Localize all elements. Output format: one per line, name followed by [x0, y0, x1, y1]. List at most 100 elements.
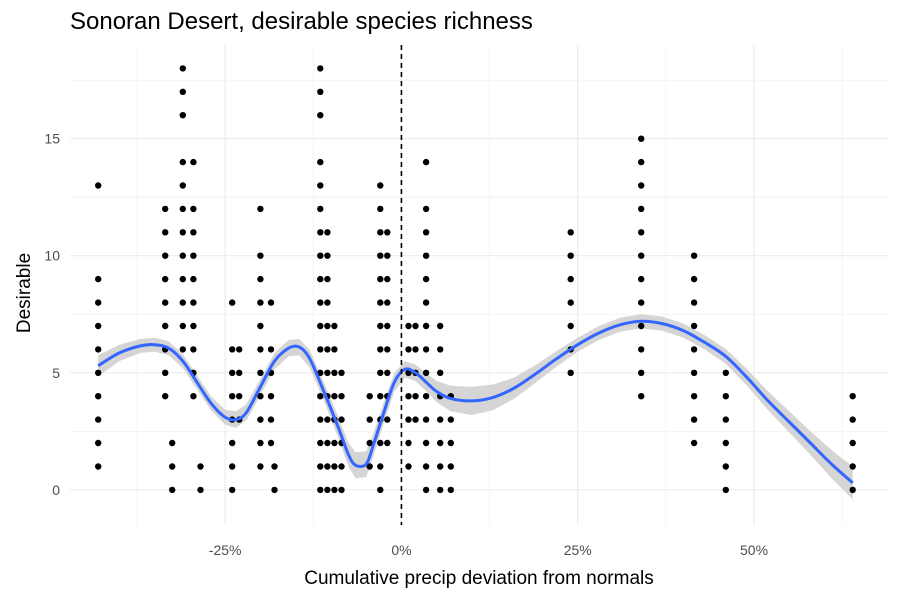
data-point: [849, 393, 856, 400]
data-point: [162, 369, 169, 376]
data-point: [162, 299, 169, 306]
data-point: [849, 463, 856, 470]
data-point: [317, 486, 324, 494]
data-point: [271, 486, 278, 494]
data-point: [849, 486, 856, 494]
data-point: [437, 369, 444, 376]
data-point: [229, 486, 236, 494]
data-point: [422, 369, 430, 376]
confidence-band: [98, 314, 853, 500]
data-point: [95, 322, 102, 330]
data-point: [317, 65, 324, 72]
data-point: [317, 275, 324, 283]
data-point: [190, 158, 197, 166]
data-point: [95, 369, 102, 376]
data-point: [317, 393, 324, 400]
data-point: [179, 229, 186, 236]
data-point: [384, 322, 391, 330]
data-point: [179, 252, 186, 259]
data-point: [324, 252, 331, 259]
data-point: [324, 275, 331, 283]
data-point: [567, 275, 574, 283]
points-layer: [95, 65, 856, 494]
x-tick-label: 25%: [564, 542, 592, 558]
data-point: [447, 439, 454, 447]
data-point: [169, 439, 176, 447]
confidence-band-layer: [98, 314, 853, 500]
smooth-line-layer: [97, 319, 854, 485]
tick-labels: -25% 0% 25% 50% 0 5 10 15: [44, 131, 768, 558]
data-point: [638, 299, 645, 306]
data-point: [567, 229, 574, 236]
y-axis-title: Desirable: [14, 253, 35, 333]
data-point: [567, 369, 574, 376]
data-point: [179, 205, 186, 213]
data-point: [95, 439, 102, 447]
data-point: [95, 416, 102, 423]
data-point: [638, 346, 645, 353]
data-point: [324, 463, 331, 470]
data-point: [317, 182, 324, 189]
data-point: [179, 182, 186, 189]
data-point: [179, 65, 186, 72]
data-point: [422, 299, 430, 306]
data-point: [722, 486, 729, 494]
chart-title: Sonoran Desert, desirable species richne…: [70, 8, 533, 35]
data-point: [377, 322, 384, 330]
data-point: [179, 346, 186, 353]
data-point: [267, 439, 275, 447]
data-point: [317, 88, 324, 96]
data-point: [324, 416, 331, 423]
data-point: [422, 229, 430, 236]
data-point: [317, 322, 324, 330]
data-point: [317, 346, 324, 353]
y-tick-label: 0: [52, 482, 60, 498]
data-point: [422, 205, 430, 213]
data-point: [229, 463, 236, 470]
data-point: [95, 299, 102, 306]
data-point: [366, 463, 373, 470]
data-point: [567, 252, 574, 259]
data-point: [162, 252, 169, 259]
data-point: [638, 158, 645, 166]
data-point: [236, 369, 243, 376]
data-point: [638, 182, 645, 189]
data-point: [95, 275, 102, 283]
data-point: [169, 486, 176, 494]
x-tick-label: 0%: [391, 542, 411, 558]
data-point: [638, 393, 645, 400]
data-point: [257, 205, 264, 213]
data-point: [690, 439, 698, 447]
data-point: [377, 369, 384, 376]
data-point: [412, 346, 419, 353]
data-point: [317, 299, 324, 306]
data-point: [257, 369, 264, 376]
data-point: [437, 322, 444, 330]
data-point: [377, 346, 384, 353]
data-point: [422, 275, 430, 283]
data-point: [638, 205, 645, 213]
data-point: [722, 369, 729, 376]
data-point: [169, 463, 176, 470]
data-point: [422, 322, 430, 330]
data-point: [384, 346, 391, 353]
data-point: [405, 346, 412, 353]
data-point: [638, 229, 645, 236]
data-point: [384, 439, 391, 447]
data-point: [437, 416, 444, 423]
data-point: [422, 463, 430, 470]
data-point: [324, 229, 331, 236]
data-point: [95, 463, 102, 470]
data-point: [190, 346, 197, 353]
data-point: [179, 299, 186, 306]
data-point: [190, 275, 197, 283]
data-point: [366, 416, 373, 423]
data-point: [638, 252, 645, 259]
data-point: [331, 346, 338, 353]
data-point: [405, 463, 412, 470]
data-point: [638, 369, 645, 376]
data-point: [190, 229, 197, 236]
data-point: [384, 275, 391, 283]
data-point: [690, 299, 698, 306]
